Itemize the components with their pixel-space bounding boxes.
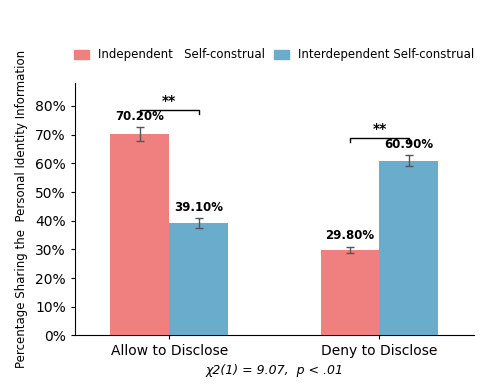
X-axis label: χ2(1) = 9.07,  p < .01: χ2(1) = 9.07, p < .01	[206, 364, 344, 377]
Text: 70.20%: 70.20%	[116, 110, 164, 123]
Legend: Independent   Self-construal, Interdependent Self-construal: Independent Self-construal, Interdepende…	[70, 44, 479, 66]
Text: 60.90%: 60.90%	[384, 138, 434, 151]
Text: 39.10%: 39.10%	[174, 201, 223, 214]
Bar	[110, 134, 170, 336]
Text: 29.80%: 29.80%	[326, 229, 374, 242]
Bar	[170, 223, 228, 336]
Text: **: **	[372, 122, 386, 136]
Bar	[320, 250, 380, 336]
Text: **: **	[162, 94, 176, 108]
Y-axis label: Percentage Sharing the  Personal Identity Information: Percentage Sharing the Personal Identity…	[15, 50, 28, 368]
Bar	[380, 161, 438, 336]
